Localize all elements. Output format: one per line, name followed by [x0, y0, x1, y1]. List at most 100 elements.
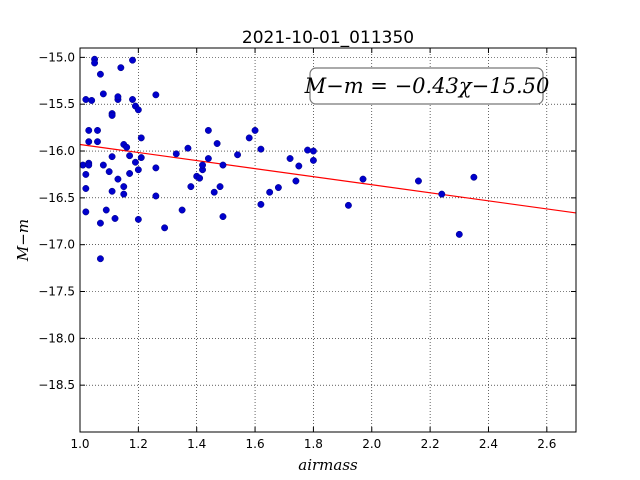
data-point [96, 255, 104, 263]
x-tick-label: 2.0 [362, 437, 381, 451]
y-tick-label: −17.0 [38, 238, 75, 252]
data-point [196, 174, 204, 182]
data-point [114, 93, 122, 101]
data-point [120, 183, 128, 191]
data-point [470, 173, 478, 181]
data-point [102, 206, 110, 214]
chart-title: 2021-10-01_011350 [242, 28, 414, 48]
data-point [126, 152, 134, 160]
data-point [178, 206, 186, 214]
x-axis-label: airmass [298, 456, 358, 474]
x-tick-label: 2.6 [537, 437, 556, 451]
x-tick-label: 1.4 [187, 437, 206, 451]
fit-line [79, 143, 577, 214]
data-point [304, 146, 312, 154]
data-point [111, 215, 119, 222]
data-point [120, 190, 128, 198]
y-tick-labels: −15.0 −15.5 −16.0 −16.5 −17.0 −17.5 −18.0 −18.5 [38, 50, 75, 392]
data-point [123, 143, 131, 151]
data-point [129, 96, 136, 103]
data-point [114, 175, 122, 183]
x-tick-label: 1.6 [246, 437, 265, 451]
data-point [213, 140, 221, 147]
data-point [152, 164, 160, 172]
data-point [172, 150, 180, 158]
data-point [134, 215, 142, 223]
data-point [82, 96, 90, 103]
data-point [455, 230, 463, 238]
data-point [126, 170, 134, 177]
ticks [79, 48, 576, 432]
y-tick-label: −17.5 [38, 285, 75, 299]
data-point [79, 161, 87, 169]
data-point [108, 111, 116, 119]
data-point [210, 188, 218, 196]
fit-equation-box: M−m = −0.43χ−15.50 [304, 67, 550, 105]
data-point [266, 188, 274, 196]
data-point [105, 168, 113, 176]
data-point [137, 154, 145, 162]
data-point [286, 155, 294, 162]
data-point [129, 56, 136, 64]
data-point [309, 147, 317, 155]
data-point [292, 177, 300, 185]
data-point [204, 126, 212, 134]
plot-frame [79, 47, 577, 433]
x-tick-label: 2.2 [421, 437, 440, 451]
data-point [94, 126, 101, 134]
data-point [295, 162, 303, 170]
data-point [184, 144, 192, 152]
data-point [82, 208, 90, 216]
data-point [96, 70, 104, 78]
data-point [438, 190, 446, 198]
data-point [219, 213, 227, 221]
data-point [99, 161, 107, 169]
data-point [131, 158, 139, 166]
data-point [274, 184, 282, 192]
data-point [219, 161, 227, 169]
fit-equation: M−m = −0.43χ−15.50 [304, 74, 550, 98]
data-point [344, 201, 352, 209]
data-point [117, 64, 125, 72]
y-tick-label: −16.5 [38, 191, 75, 205]
data-point [85, 126, 93, 134]
data-point [94, 138, 101, 146]
data-point [245, 134, 253, 142]
data-point [216, 183, 224, 191]
data-point [88, 96, 96, 104]
fit-line-layer [79, 143, 577, 214]
data-point [187, 183, 195, 191]
data-point [137, 134, 145, 142]
data-point [134, 106, 142, 114]
y-tick-label: −18.5 [38, 378, 75, 392]
data-point [359, 175, 367, 183]
data-point [85, 138, 93, 146]
y-tick-label: −18.0 [38, 331, 75, 345]
data-point [251, 126, 259, 134]
data-point [152, 192, 160, 200]
data-point [82, 185, 90, 192]
data-point [85, 161, 93, 169]
x-tick-label: 2.4 [479, 437, 498, 451]
data-point [309, 156, 317, 164]
data-point [108, 153, 116, 161]
data-point [96, 219, 104, 227]
data-points [79, 55, 478, 263]
data-point [414, 177, 422, 185]
data-point [134, 166, 142, 174]
x-tick-label: 1.0 [70, 437, 89, 451]
data-point [234, 151, 242, 159]
data-point [99, 90, 107, 98]
data-point [91, 59, 99, 67]
x-tick-label: 1.8 [304, 437, 323, 451]
y-tick-label: −15.0 [38, 50, 75, 64]
data-point [257, 145, 265, 153]
plot-area [80, 48, 576, 432]
data-point [152, 91, 160, 99]
x-tick-label: 1.2 [129, 437, 148, 451]
data-point [257, 200, 265, 208]
data-point [82, 170, 90, 178]
data-point [199, 161, 206, 169]
y-tick-label: −15.5 [38, 97, 75, 111]
